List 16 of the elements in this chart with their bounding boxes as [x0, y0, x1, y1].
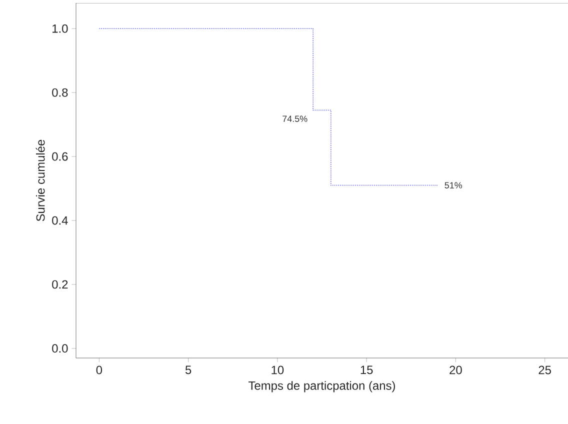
x-tick-label: 10 [272, 366, 284, 374]
y-tick-label: 0.8 [52, 88, 68, 97]
x-tick-label: 20 [450, 366, 462, 374]
y-tick-label: 0.0 [52, 344, 68, 353]
y-tick-label: 1.0 [52, 24, 68, 33]
x-axis-title: Temps de particpation (ans) [248, 381, 395, 392]
x-tick-label: 5 [185, 366, 192, 374]
y-axis-title: Survie cumulée [36, 140, 45, 222]
y-tick-label: 0.6 [52, 152, 68, 161]
x-tick-label: 15 [360, 366, 373, 374]
annotation: 51% [444, 182, 462, 188]
x-tick-label: 0 [96, 366, 102, 374]
x-tick-label: 25 [538, 366, 551, 374]
y-tick-label: 0.2 [52, 280, 68, 289]
y-tick-label: 0.4 [52, 216, 68, 225]
annotation: 74.5% [282, 116, 308, 122]
